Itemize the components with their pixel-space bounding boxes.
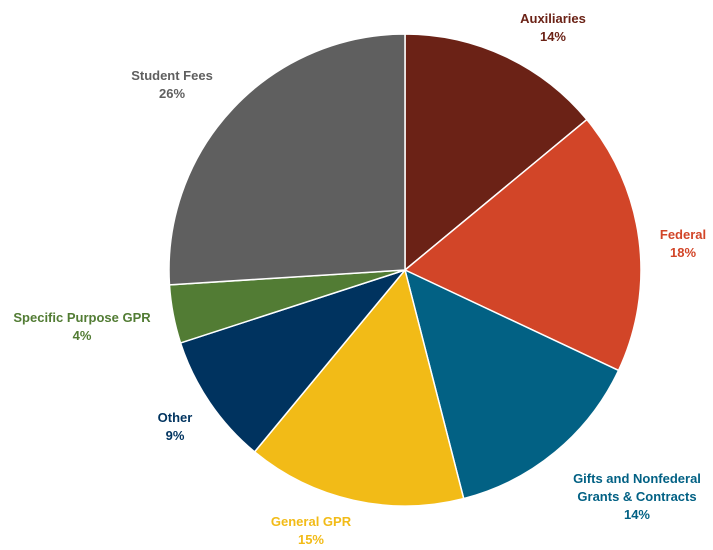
pie-slice-federal xyxy=(404,118,642,372)
slice-name: General GPR xyxy=(270,514,352,529)
slice-label-student-fees: Student Fees 26% xyxy=(131,67,213,103)
slice-percent: 9% xyxy=(165,428,185,443)
slice-percent: 15% xyxy=(297,532,325,547)
slice-label-gifts-nonfederal: Gifts and Nonfederal Grants & Contracts … xyxy=(573,470,701,524)
slice-name: Other xyxy=(157,410,193,425)
slice-name-line-2: Grants & Contracts xyxy=(577,489,697,504)
slice-percent: 14% xyxy=(539,29,567,44)
slice-name: Auxiliaries xyxy=(520,11,586,26)
slice-percent: 4% xyxy=(72,328,92,343)
slice-name: Student Fees xyxy=(131,68,213,83)
pie-slice-auxiliaries xyxy=(404,33,588,271)
slice-name: Federal xyxy=(659,227,707,242)
slice-label-general-gpr: General GPR 15% xyxy=(271,513,351,549)
slice-percent: 14% xyxy=(623,507,651,522)
slice-label-auxiliaries: Auxiliaries 14% xyxy=(520,10,586,46)
pie-slice-general-gpr xyxy=(253,269,465,507)
slice-percent: 26% xyxy=(158,86,186,101)
pie-slice-student-fees xyxy=(168,33,406,286)
slice-label-specific-purpose-gpr: Specific Purpose GPR 4% xyxy=(13,309,150,345)
slice-name: Specific Purpose GPR xyxy=(13,310,151,325)
pie-slice-other xyxy=(179,269,406,453)
slice-label-federal: Federal 18% xyxy=(660,226,706,262)
slice-percent: 18% xyxy=(669,245,697,260)
slice-name-line-1: Gifts and Nonfederal xyxy=(573,471,701,486)
pie-slice-gifts-and-nonfederal-grants-contracts xyxy=(404,269,620,500)
slice-label-other: Other 9% xyxy=(158,409,193,445)
